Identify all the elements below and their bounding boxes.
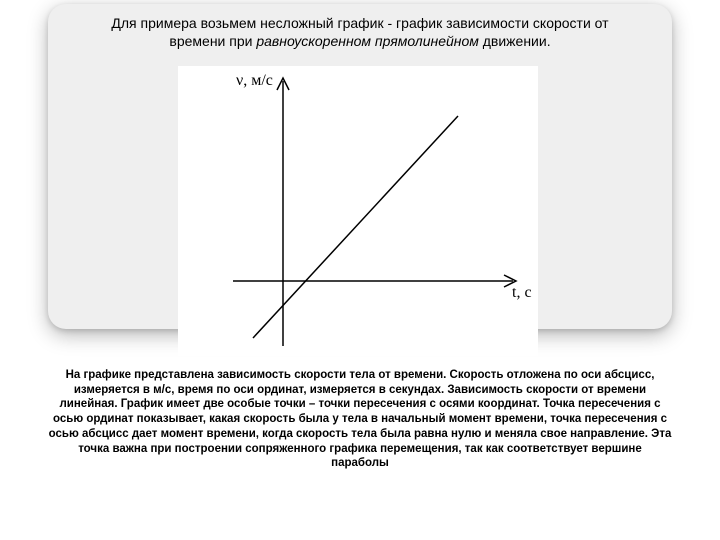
intro-line2c: движении.	[479, 33, 551, 49]
velocity-time-chart: ν, м/с t, c	[178, 66, 538, 356]
intro-text: Для примера возьмем несложный график - г…	[48, 14, 672, 50]
intro-line1: Для примера возьмем несложный график - г…	[111, 15, 608, 31]
card-panel: Для примера возьмем несложный график - г…	[48, 4, 672, 329]
intro-line2-ital: равноускоренном прямолинейном	[256, 33, 479, 49]
slide: Для примера возьмем несложный график - г…	[0, 0, 720, 540]
x-axis-label: t, c	[512, 284, 532, 302]
intro-line2a: времени при	[169, 33, 256, 49]
chart-svg	[178, 66, 538, 356]
description-text: На графике представлена зависимость скор…	[48, 368, 672, 471]
y-axis-label: ν, м/с	[236, 72, 273, 90]
